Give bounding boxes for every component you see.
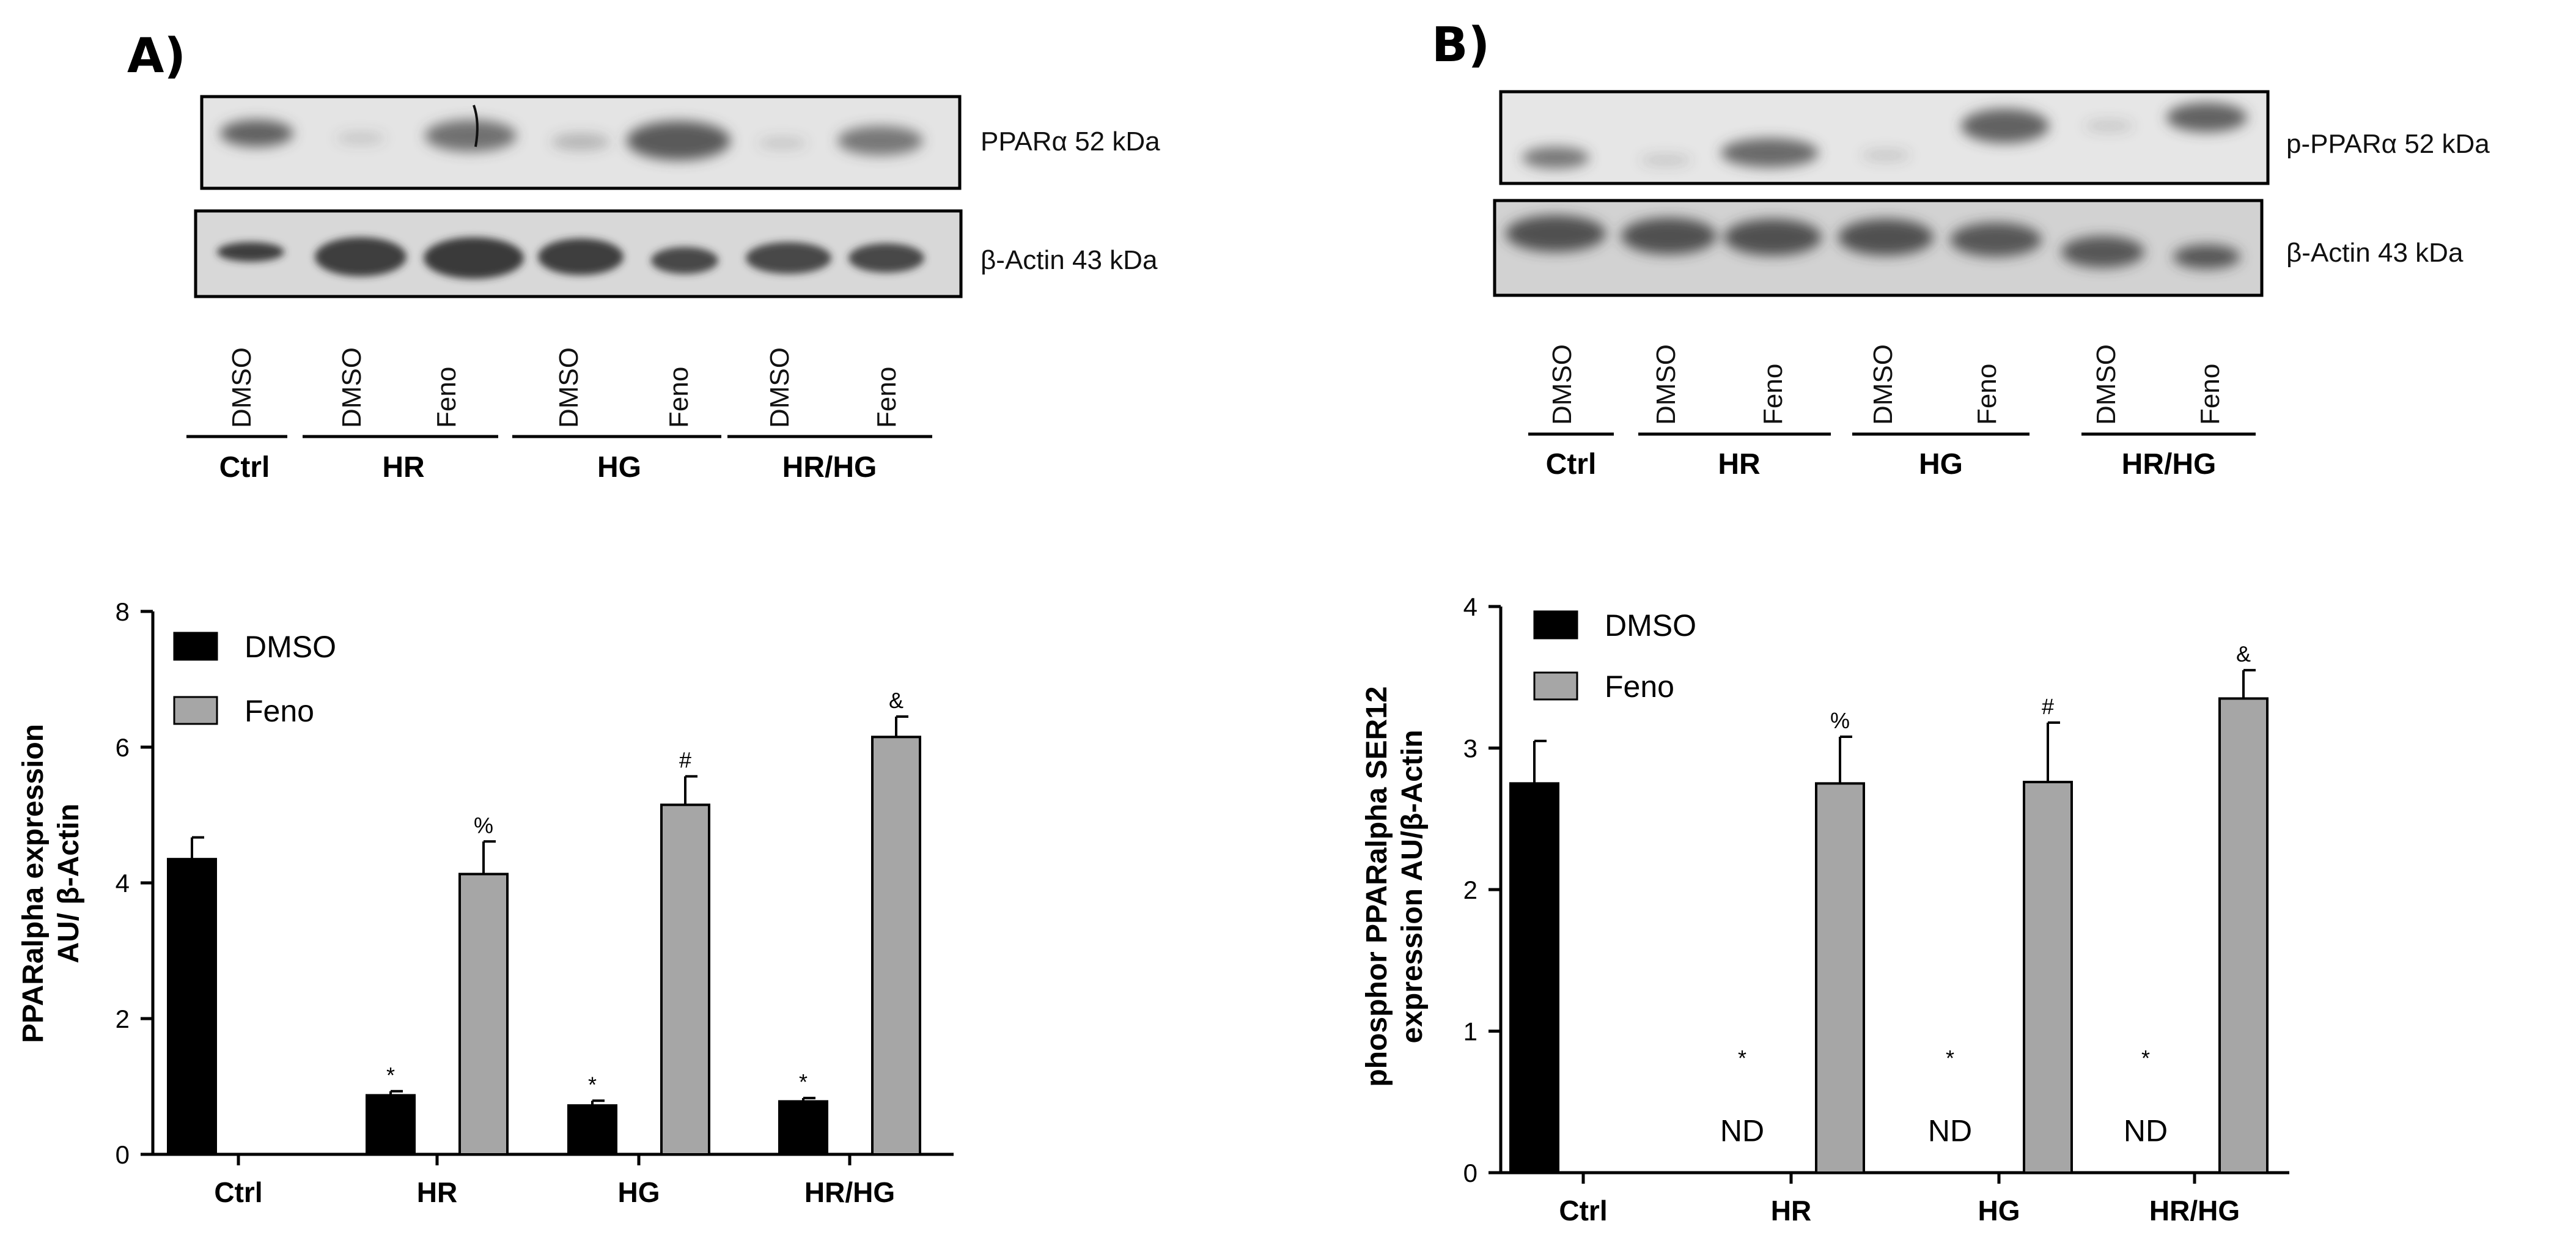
x-tick-label: Ctrl bbox=[214, 1176, 262, 1208]
x-tick-label: HR bbox=[417, 1176, 457, 1208]
panel-b-lane-label: DMSO bbox=[1651, 344, 1681, 425]
chart-a: 0 2 4 6 8 PPARalpha expression AU/ β-Actin Ctrl… bbox=[17, 597, 954, 1208]
y-tick-label: 4 bbox=[116, 869, 130, 898]
chart-b: 0 1 2 3 4 phosphor PPARalpha SER12 expression … bbox=[1361, 592, 2289, 1226]
panel-b-group-label: HR/HG bbox=[2122, 448, 2217, 481]
panel-a-group-label: HG bbox=[597, 451, 641, 484]
panel-a-group-label: Ctrl bbox=[219, 451, 270, 484]
significance-marker: % bbox=[474, 813, 493, 838]
y-tick-label: 0 bbox=[1463, 1159, 1478, 1187]
panel-a-group-labels: Ctrl HR HG HR/HG bbox=[219, 451, 877, 484]
panel-b-lane-labels: DMSO DMSO Feno DMSO Feno DMSO Feno bbox=[1547, 344, 2225, 425]
panel-a-lane-label: DMSO bbox=[554, 347, 584, 428]
panel-b-lane-label: Feno bbox=[2195, 364, 2225, 425]
y-axis-label: PPARalpha expression bbox=[17, 724, 50, 1043]
y-tick-label: 6 bbox=[116, 733, 130, 762]
significance-marker: * bbox=[386, 1063, 395, 1088]
panel-a-lane-label: DMSO bbox=[227, 347, 257, 428]
legend-label: Feno bbox=[1605, 669, 1674, 704]
nd-label: ND bbox=[2124, 1114, 2168, 1148]
bar bbox=[660, 803, 710, 1156]
bar bbox=[871, 736, 921, 1156]
significance-marker: & bbox=[2236, 641, 2251, 666]
significance-marker: * bbox=[1738, 1046, 1746, 1071]
legend-label: DMSO bbox=[245, 630, 336, 664]
significance-marker: * bbox=[799, 1069, 808, 1094]
bar bbox=[2218, 697, 2269, 1174]
x-tick-label: HG bbox=[1978, 1195, 2020, 1226]
panel-a-blot-actin: β-Actin 43 kDa bbox=[194, 209, 1158, 298]
panel-b-group-labels: Ctrl HR HG HR/HG bbox=[1546, 448, 2217, 481]
significance-marker: * bbox=[588, 1072, 597, 1097]
legend-label: Feno bbox=[245, 694, 314, 728]
bar bbox=[366, 1094, 416, 1156]
bar bbox=[1815, 782, 1865, 1174]
panel-b-lane-label: DMSO bbox=[2091, 344, 2121, 425]
nd-label: ND bbox=[1928, 1114, 1972, 1148]
legend-swatch bbox=[1533, 671, 1578, 701]
y-tick-label: 2 bbox=[116, 1005, 130, 1033]
panel-b-lane-label: Feno bbox=[1758, 364, 1788, 425]
panel-a-group-label: HR bbox=[382, 451, 424, 484]
significance-marker: * bbox=[1946, 1046, 1954, 1071]
panel-a-blot-ppar: PPARα 52 kDa bbox=[200, 95, 1160, 190]
bar bbox=[567, 1104, 617, 1156]
panel-b-group-label: HG bbox=[1919, 448, 1963, 481]
bar bbox=[1509, 782, 1559, 1174]
bar bbox=[778, 1100, 828, 1156]
y-tick-label: 1 bbox=[1463, 1017, 1478, 1046]
y-tick-label: 4 bbox=[1463, 592, 1478, 621]
panel-a-blot-label-ppar: PPARα 52 kDa bbox=[981, 127, 1160, 157]
y-tick-label: 3 bbox=[1463, 734, 1478, 763]
panel-b-blot-pppar: p-PPARα 52 kDa bbox=[1499, 90, 2490, 185]
panel-a-lane-label: Feno bbox=[432, 367, 462, 428]
bar bbox=[167, 858, 217, 1156]
significance-marker: & bbox=[889, 688, 903, 713]
legend-label: DMSO bbox=[1605, 608, 1696, 643]
panel-a-lane-labels: DMSO DMSO Feno DMSO Feno DMSO Feno bbox=[227, 347, 902, 428]
panel-a-group-label: HR/HG bbox=[782, 451, 877, 484]
panel-b-lane-label: DMSO bbox=[1547, 344, 1577, 425]
panel-b-blot: B) p-PPARα 52 kDa bbox=[1432, 18, 2490, 481]
legend-swatch bbox=[173, 632, 218, 661]
significance-marker: % bbox=[1830, 708, 1850, 733]
panel-b-letter: B) bbox=[1432, 18, 1490, 73]
y-tick-label: 8 bbox=[116, 597, 130, 626]
panel-b-blot-label-actin: β-Actin 43 kDa bbox=[2286, 238, 2464, 268]
panel-a-letter: A) bbox=[127, 29, 186, 84]
panel-a-blot: A) PPARα 52 kDa bbox=[127, 29, 1160, 484]
panel-b-lane-label: DMSO bbox=[1868, 344, 1898, 425]
panel-a-lane-label: Feno bbox=[664, 367, 694, 428]
panel-b-blot-actin: β-Actin 43 kDa bbox=[1493, 199, 2464, 297]
y-axis-label: AU/ β-Actin bbox=[53, 803, 85, 963]
panel-b-group-label: HR bbox=[1718, 448, 1760, 481]
nd-label: ND bbox=[1720, 1114, 1764, 1148]
bar bbox=[2023, 781, 2073, 1175]
significance-marker: # bbox=[2042, 694, 2054, 719]
panel-a-lane-label: Feno bbox=[872, 367, 902, 428]
panel-a-lane-label: DMSO bbox=[765, 347, 795, 428]
y-tick-label: 2 bbox=[1463, 876, 1478, 904]
legend-swatch bbox=[1533, 610, 1578, 640]
panel-b-group-label: Ctrl bbox=[1546, 448, 1597, 481]
bar bbox=[458, 872, 509, 1156]
y-axis-label: expression AU/β-Actin bbox=[1396, 730, 1429, 1044]
panel-a-lane-label: DMSO bbox=[337, 347, 367, 428]
legend-swatch bbox=[173, 696, 218, 725]
x-tick-label: HR/HG bbox=[804, 1176, 895, 1208]
y-axis-label: phosphor PPARalpha SER12 bbox=[1361, 686, 1393, 1086]
x-tick-label: HR/HG bbox=[2149, 1195, 2240, 1226]
panel-b-lane-label: Feno bbox=[1972, 364, 2002, 425]
panel-a-blot-label-actin: β-Actin 43 kDa bbox=[981, 245, 1158, 275]
x-tick-label: HG bbox=[618, 1176, 660, 1208]
x-tick-label: Ctrl bbox=[1559, 1195, 1607, 1226]
panel-b-blot-label-pppar: p-PPARα 52 kDa bbox=[2286, 129, 2490, 159]
y-tick-label: 0 bbox=[116, 1140, 130, 1169]
x-tick-label: HR bbox=[1771, 1195, 1811, 1226]
significance-marker: * bbox=[2141, 1046, 2150, 1071]
significance-marker: # bbox=[679, 748, 691, 773]
